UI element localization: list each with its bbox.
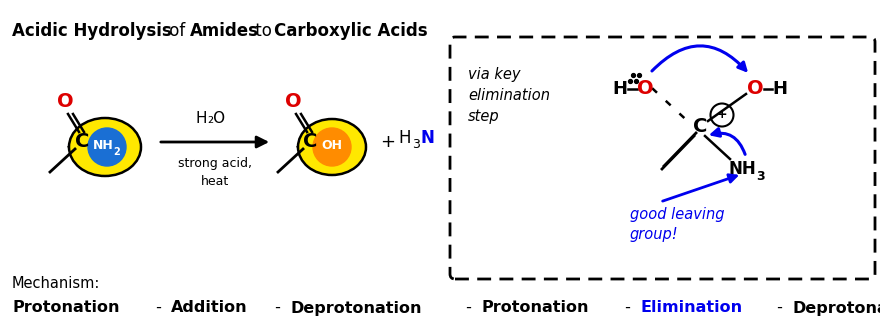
Text: H: H — [773, 80, 788, 98]
Text: +: + — [380, 133, 395, 151]
Text: O: O — [56, 93, 73, 112]
Text: -: - — [460, 300, 477, 315]
Text: O: O — [285, 93, 301, 112]
Text: 2: 2 — [114, 147, 121, 157]
Ellipse shape — [69, 118, 141, 176]
Text: -: - — [150, 300, 166, 315]
Text: Protonation: Protonation — [481, 300, 589, 315]
Text: H: H — [195, 112, 207, 126]
Text: C: C — [75, 132, 89, 151]
Text: O: O — [637, 79, 653, 99]
Circle shape — [313, 128, 351, 166]
Text: good leaving
group!: good leaving group! — [630, 207, 724, 242]
Text: ₂O: ₂O — [207, 112, 225, 126]
Circle shape — [88, 128, 126, 166]
Text: Acidic Hydrolysis: Acidic Hydrolysis — [12, 22, 172, 40]
Text: O: O — [747, 79, 763, 99]
Text: -: - — [620, 300, 636, 315]
Text: Elimination: Elimination — [641, 300, 743, 315]
Text: Mechanism:: Mechanism: — [12, 277, 100, 291]
Text: C: C — [303, 132, 317, 151]
Text: of: of — [164, 22, 190, 40]
Text: C: C — [693, 118, 708, 136]
Text: NH: NH — [92, 139, 114, 152]
Text: OH: OH — [321, 139, 342, 152]
Text: N: N — [420, 129, 434, 147]
Text: Addition: Addition — [172, 300, 248, 315]
Text: via key
elimination
step: via key elimination step — [468, 67, 550, 124]
Text: NH: NH — [728, 160, 756, 178]
Text: Deprotonation: Deprotonation — [291, 300, 422, 315]
Text: to: to — [250, 22, 277, 40]
Text: H: H — [398, 129, 410, 147]
Text: Protonation: Protonation — [12, 300, 120, 315]
Text: Amides: Amides — [190, 22, 259, 40]
Text: +: + — [716, 109, 727, 122]
Text: 3: 3 — [756, 170, 765, 183]
Text: Deprotonation: Deprotonation — [793, 300, 880, 315]
Text: -: - — [773, 300, 788, 315]
Text: strong acid,: strong acid, — [178, 157, 252, 171]
Text: 3: 3 — [412, 138, 420, 151]
Text: Carboxylic Acids: Carboxylic Acids — [274, 22, 428, 40]
Text: -: - — [270, 300, 286, 315]
Text: H: H — [612, 80, 627, 98]
Ellipse shape — [298, 119, 366, 175]
Text: heat: heat — [201, 176, 229, 189]
